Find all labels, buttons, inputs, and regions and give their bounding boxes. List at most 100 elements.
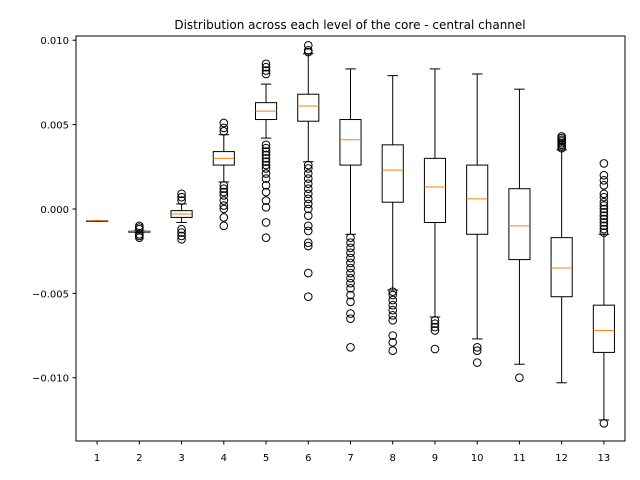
outlier-point	[303, 40, 313, 50]
x-tick-label: 5	[263, 453, 269, 464]
outlier-point	[388, 310, 398, 320]
outlier-point	[346, 243, 355, 253]
outlier-point	[219, 196, 229, 205]
outlier-point	[599, 159, 609, 168]
outlier-point	[303, 184, 313, 194]
outlier-point	[261, 157, 271, 167]
axes: 1 2 3 4 5 6 7 8 9 10 11 12 13−0.010−0.0050.0000.0050…	[32, 35, 626, 464]
x-tick-label: 13	[598, 453, 611, 464]
outlier-point	[599, 211, 609, 221]
box-group-1	[86, 220, 109, 222]
outlier-point	[303, 226, 313, 236]
outlier-point	[303, 204, 313, 214]
y-tick-label: 0.005	[40, 121, 69, 132]
box-group-2	[128, 221, 151, 242]
outlier-point	[303, 292, 313, 302]
outlier-point	[346, 258, 355, 268]
outlier-point	[177, 235, 186, 244]
x-tick-label: 9	[432, 453, 438, 464]
outlier-point	[219, 187, 229, 197]
outlier-point	[346, 343, 355, 352]
box-iqr	[550, 237, 573, 298]
outlier-point	[261, 174, 271, 183]
outlier-point	[430, 326, 440, 335]
box-group-13	[592, 159, 615, 428]
x-tick-label: 11	[513, 453, 526, 464]
x-tick-label: 1	[94, 453, 100, 464]
outlier-point	[219, 123, 229, 133]
outlier-point	[261, 169, 271, 178]
outlier-point	[599, 228, 609, 237]
outlier-point	[303, 211, 313, 221]
outlier-point	[261, 143, 271, 153]
box-iqr	[466, 164, 489, 235]
outlier-point	[388, 331, 398, 340]
outlier-point	[599, 197, 609, 207]
outlier-point	[303, 189, 313, 199]
box-iqr	[297, 93, 320, 122]
outlier-point	[388, 305, 398, 315]
x-tick-label: 3	[178, 453, 184, 464]
outlier-point	[135, 221, 144, 231]
box-group-11	[508, 88, 531, 383]
box-group-8	[381, 75, 404, 356]
box-group-9	[423, 68, 447, 354]
outlier-point	[219, 127, 229, 136]
outlier-point	[599, 189, 609, 199]
y-tick-label: −0.005	[32, 289, 69, 300]
outlier-point	[430, 344, 440, 354]
outlier-point	[599, 170, 609, 180]
outlier-point	[346, 268, 355, 278]
outlier-point	[346, 314, 355, 323]
outlier-point	[177, 224, 186, 234]
outlier-point	[515, 373, 524, 383]
outlier-point	[599, 214, 609, 224]
outlier-point	[388, 295, 398, 305]
outlier-point	[599, 224, 609, 234]
outlier-point	[261, 66, 271, 75]
outlier-point	[303, 174, 313, 183]
outlier-point	[430, 322, 440, 332]
x-tick-label: 7	[347, 453, 353, 464]
outlier-point	[303, 194, 313, 204]
outlier-point	[346, 278, 355, 288]
outlier-point	[388, 337, 398, 347]
outlier-point	[177, 196, 186, 205]
x-tick-label: 8	[390, 453, 396, 464]
outlier-point	[599, 201, 609, 210]
outlier-point	[599, 221, 609, 231]
outlier-point	[303, 221, 313, 231]
outlier-point	[177, 231, 186, 241]
outlier-point	[599, 418, 609, 428]
outlier-point	[388, 300, 398, 310]
outlier-point	[599, 204, 609, 214]
outlier-point	[388, 287, 398, 296]
outlier-point	[303, 241, 313, 251]
outlier-point	[219, 191, 229, 200]
box-group-3	[170, 189, 193, 244]
box-group-12	[550, 132, 573, 384]
outlier-point	[261, 187, 271, 197]
outlier-point	[303, 238, 313, 248]
outlier-point	[472, 346, 482, 356]
chart-title: Distribution across each level of the co…	[174, 18, 525, 32]
outlier-point	[346, 263, 355, 273]
outlier-point	[346, 309, 355, 318]
outlier-point	[346, 273, 355, 283]
outlier-point	[346, 233, 355, 242]
outlier-point	[388, 290, 398, 300]
y-tick-label: 0.000	[40, 205, 69, 216]
outlier-point	[599, 208, 609, 217]
outlier-point	[219, 201, 229, 210]
outlier-point	[261, 164, 271, 173]
plot-area	[86, 40, 615, 428]
outlier-point	[261, 196, 271, 205]
outlier-point	[261, 150, 271, 160]
outlier-point	[346, 297, 355, 307]
box-group-5	[254, 59, 278, 242]
outlier-point	[472, 358, 482, 367]
x-tick-label: 6	[305, 453, 311, 464]
outlier-point	[303, 268, 313, 278]
outlier-point	[599, 181, 609, 190]
outlier-point	[261, 147, 271, 156]
